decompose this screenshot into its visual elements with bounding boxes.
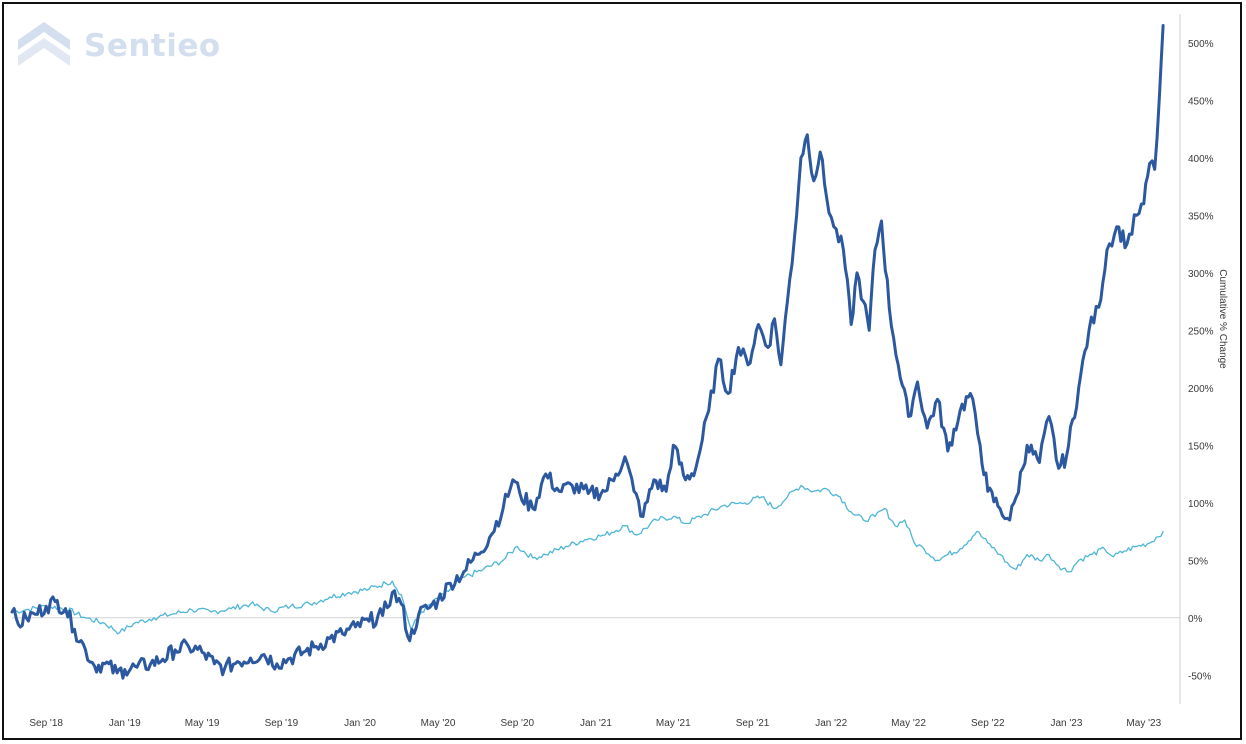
y-tick-label: 350% xyxy=(1188,211,1214,222)
logo-text: Sentieo xyxy=(84,28,221,64)
x-tick-label: Sep '22 xyxy=(971,718,1005,729)
chart-svg: -50% 0% 50% 100% 150% 200% 250% 300% 350% 400% 450… xyxy=(10,14,1228,729)
series-line-dark xyxy=(10,24,1165,680)
x-tick-label: May '22 xyxy=(891,718,926,729)
x-tick-label: Jan '22 xyxy=(815,718,847,729)
x-tick-label: Jan '23 xyxy=(1050,718,1082,729)
x-tick-label: May '20 xyxy=(421,718,456,729)
series-line-light xyxy=(11,484,1164,635)
x-tick-label: Sep '19 xyxy=(265,718,299,729)
x-tick-label: Jan '21 xyxy=(580,718,612,729)
y-tick-label: 200% xyxy=(1188,384,1214,395)
y-tick-label: 500% xyxy=(1188,39,1214,50)
y-tick-label: 300% xyxy=(1188,269,1214,280)
x-tick-label: May '19 xyxy=(185,718,220,729)
y-tick-label: -50% xyxy=(1188,671,1211,682)
y-tick-label: 450% xyxy=(1188,96,1214,107)
x-tick-label: Sep '21 xyxy=(736,718,770,729)
x-tick-label: Sep '18 xyxy=(29,718,63,729)
y-axis-title: Cumulative % Change xyxy=(1217,269,1228,369)
x-tick-label: May '21 xyxy=(656,718,691,729)
y-tick-label: 100% xyxy=(1188,499,1214,510)
x-tick-label: May '23 xyxy=(1126,718,1161,729)
x-tick-label: Sep '20 xyxy=(500,718,534,729)
sentieo-logo: Sentieo xyxy=(16,18,221,74)
y-tick-label: 150% xyxy=(1188,441,1214,452)
y-tick-label: 250% xyxy=(1188,326,1214,337)
sentieo-chevron-logo-icon xyxy=(18,22,70,66)
y-tick-label: 400% xyxy=(1188,154,1214,165)
x-tick-label: Jan '19 xyxy=(109,718,141,729)
y-tick-label: 50% xyxy=(1188,556,1208,567)
y-tick-label: 0% xyxy=(1188,614,1203,625)
x-tick-label: Jan '20 xyxy=(344,718,376,729)
